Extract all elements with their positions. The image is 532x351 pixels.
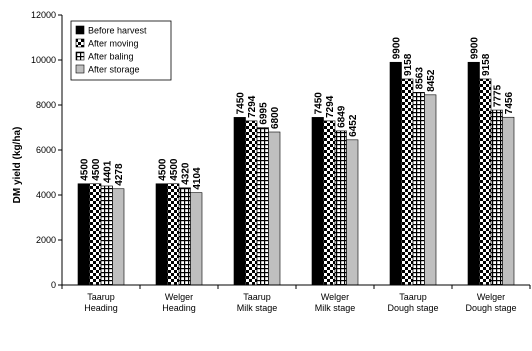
bar (502, 116, 515, 286)
value-label: 4500 (91, 158, 102, 181)
bar (268, 131, 281, 286)
value-label: 4320 (180, 162, 191, 185)
bar (167, 183, 180, 286)
bar (490, 109, 503, 286)
bar (245, 120, 258, 286)
axes (61, 15, 531, 289)
legend-swatch (75, 51, 85, 61)
value-label: 6849 (336, 105, 347, 128)
value-label: 6995 (258, 102, 269, 125)
value-label: 9158 (481, 53, 492, 76)
category-label: Milk stage (315, 303, 356, 313)
value-label: 4500 (79, 158, 90, 181)
value-label: 7294 (247, 95, 258, 118)
y-tick-label: 6000 (36, 145, 56, 155)
value-label: 6452 (348, 114, 359, 137)
y-tick-label: 12000 (31, 10, 56, 20)
bar (112, 188, 125, 286)
value-label: 9900 (469, 37, 480, 60)
y-axis-ticks: 0 2000 4000 6000 8000 10000 12000 (31, 10, 62, 290)
legend-box (70, 20, 172, 81)
bar (256, 127, 269, 286)
bar (334, 130, 347, 286)
category-label: Taarup (243, 292, 271, 302)
bar (401, 78, 414, 286)
bar (89, 183, 102, 286)
value-label: 4104 (192, 167, 203, 190)
legend-swatch (75, 38, 85, 48)
bar (311, 117, 324, 286)
y-tick-label: 4000 (36, 190, 56, 200)
y-axis-title: DM yield (kg/ha) (12, 127, 23, 204)
value-label: 4278 (114, 163, 125, 186)
bar (389, 61, 402, 286)
bar (178, 187, 191, 286)
bar (323, 120, 336, 286)
value-label: 9900 (391, 37, 402, 60)
bar (100, 185, 113, 286)
bar (346, 139, 359, 286)
bar (155, 183, 168, 286)
value-label: 7294 (325, 95, 336, 118)
bar (412, 92, 425, 286)
value-label: 6800 (270, 106, 281, 129)
category-label: Welger (477, 292, 505, 302)
legend-label: After baling (88, 52, 134, 62)
value-label: 7450 (235, 92, 246, 115)
category-label: Dough stage (465, 303, 516, 313)
category-label: Dough stage (387, 303, 438, 313)
bar (190, 192, 203, 286)
value-label: 7450 (313, 92, 324, 115)
value-label: 4500 (169, 158, 180, 181)
bar (424, 94, 437, 286)
y-tick-label: 2000 (36, 235, 56, 245)
legend-swatch (75, 64, 85, 74)
category-label: Welger (165, 292, 193, 302)
legend-label: After moving (88, 39, 139, 49)
y-axis-title-group: DM yield (kg/ha) (12, 127, 23, 204)
y-tick-label: 10000 (31, 55, 56, 65)
legend-swatch (75, 25, 85, 35)
value-label: 9158 (403, 53, 414, 76)
value-label: 7775 (492, 84, 503, 107)
category-label: Taarup (399, 292, 427, 302)
value-label: 7456 (504, 92, 515, 115)
bar (479, 78, 492, 286)
bar (467, 61, 480, 286)
legend-label: Before harvest (88, 26, 147, 36)
category-label: Heading (162, 303, 196, 313)
legend-label: After storage (88, 65, 140, 75)
value-label: 8452 (426, 69, 437, 92)
y-tick-label: 0 (51, 280, 56, 290)
y-tick-label: 8000 (36, 100, 56, 110)
legend: Before harvest After moving After baling Af… (70, 20, 172, 81)
bar (77, 183, 90, 286)
category-label: Taarup (87, 292, 115, 302)
category-label: Welger (321, 292, 349, 302)
value-label: 8563 (414, 67, 425, 90)
value-label: 4401 (102, 160, 113, 183)
category-label: Heading (84, 303, 118, 313)
value-label: 4500 (157, 158, 168, 181)
bars (77, 61, 515, 286)
category-label: Milk stage (237, 303, 278, 313)
bar (233, 117, 246, 286)
